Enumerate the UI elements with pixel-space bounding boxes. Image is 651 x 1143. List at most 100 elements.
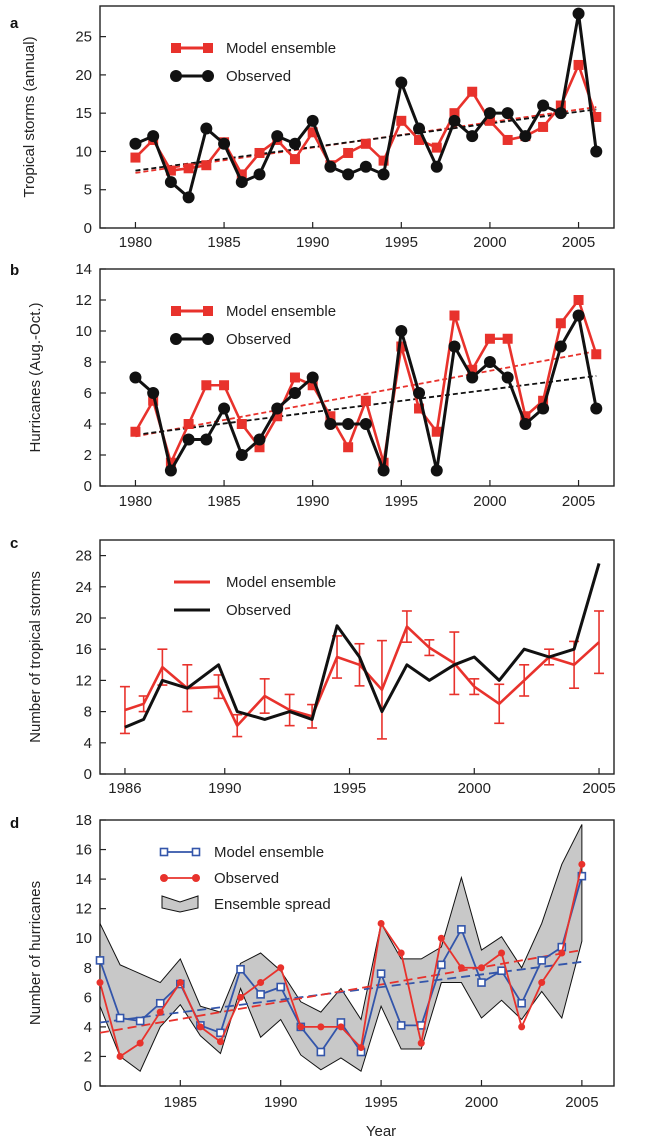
data-point-observed [554, 340, 567, 353]
data-point-model [165, 457, 176, 468]
data-point-model [502, 134, 513, 145]
data-point-model [165, 165, 176, 176]
data-point-observed [572, 309, 585, 322]
figure-xlabel: Year [366, 1123, 396, 1140]
legend-marker [171, 43, 181, 53]
data-point-observed [437, 934, 445, 942]
data-point-observed [306, 114, 319, 127]
data-point-model [517, 998, 526, 1008]
y-tick-label: 10 [75, 143, 92, 160]
data-point-observed [337, 1023, 345, 1031]
data-point-model [538, 395, 549, 406]
x-tick-label: 2000 [458, 780, 491, 797]
data-point-model [467, 86, 478, 97]
y-tick-label: 12 [75, 672, 92, 689]
data-point-model [183, 163, 194, 174]
data-point-model [538, 121, 549, 132]
y-tick-label: 20 [75, 610, 92, 627]
data-point-observed [377, 919, 385, 927]
data-point-observed [129, 137, 142, 150]
y-axis-label: Number of hurricanes [27, 881, 44, 1025]
data-point-observed [377, 464, 390, 477]
y-tick-label: 20 [75, 67, 92, 84]
y-tick-label: 16 [75, 641, 92, 658]
data-point-observed [483, 107, 496, 120]
x-tick-label: 1990 [264, 1094, 297, 1111]
data-point-model [236, 964, 245, 974]
y-tick-label: 0 [84, 1078, 92, 1095]
data-point-observed [342, 418, 355, 430]
data-point-observed [324, 418, 337, 430]
legend-label: Model ensemble [226, 574, 336, 591]
x-tick-label: 1985 [207, 493, 240, 510]
data-point-model [497, 966, 506, 976]
data-point-model [254, 442, 265, 453]
data-point-model [431, 426, 442, 437]
data-point-model [573, 295, 584, 305]
y-tick-label: 4 [84, 735, 92, 752]
data-point-observed [483, 356, 496, 368]
data-point-observed [164, 464, 177, 477]
x-tick-label: 2000 [465, 1094, 498, 1111]
data-point-model [591, 112, 602, 122]
data-point-observed [359, 160, 372, 173]
data-point-model [183, 419, 194, 429]
data-point-observed [430, 464, 443, 477]
data-point-observed [237, 993, 245, 1001]
data-point-observed [498, 949, 506, 957]
x-tick-label: 1980 [119, 234, 152, 251]
data-point-model [591, 349, 602, 360]
y-tick-label: 15 [75, 105, 92, 122]
x-tick-label: 1985 [207, 234, 240, 251]
data-point-observed [377, 168, 390, 181]
y-tick-label: 5 [84, 182, 92, 199]
data-point-model [307, 127, 318, 138]
y-tick-label: 6 [84, 989, 92, 1006]
x-tick-label: 2000 [473, 234, 506, 251]
data-point-observed [397, 949, 405, 957]
data-point-model [272, 411, 283, 422]
data-point-model [360, 138, 371, 149]
legend-label: Observed [226, 68, 291, 85]
data-point-model [477, 978, 486, 987]
y-axis-label: Hurricanes (Aug.-Oct.) [27, 302, 44, 452]
legend-label: Model ensemble [226, 40, 336, 57]
data-point-observed [306, 371, 319, 384]
x-tick-label: 2005 [565, 1094, 598, 1111]
data-point-model [155, 998, 165, 1008]
trend-line-model [135, 350, 597, 438]
legend-marker [170, 70, 182, 82]
panel-letter: c [10, 535, 18, 552]
data-point-model [201, 160, 212, 171]
legend-label: Model ensemble [226, 303, 336, 320]
data-point-model [396, 115, 407, 126]
data-point-observed [147, 387, 160, 399]
legend-marker [160, 874, 168, 882]
data-point-observed [359, 418, 372, 430]
data-point-model [537, 956, 547, 965]
data-point-model [343, 147, 354, 158]
data-point-observed [324, 160, 337, 173]
data-point-observed [518, 1023, 526, 1031]
data-point-observed [218, 402, 231, 415]
data-point-observed [413, 122, 426, 135]
x-tick-label: 2005 [582, 780, 615, 797]
data-point-observed [395, 325, 408, 337]
legend-swatch-spread [161, 895, 199, 913]
y-tick-label: 14 [75, 871, 92, 888]
data-point-observed [147, 130, 160, 143]
y-tick-label: 0 [84, 766, 92, 783]
y-tick-label: 8 [84, 960, 92, 977]
y-tick-label: 2 [84, 1048, 92, 1065]
data-point-model [573, 59, 584, 70]
data-point-observed [537, 99, 550, 112]
data-point-model [316, 1047, 326, 1057]
data-point-observed [357, 1044, 365, 1052]
data-point-observed [342, 168, 355, 181]
y-tick-label: 4 [84, 416, 92, 433]
y-tick-label: 28 [75, 548, 92, 565]
data-point-model [457, 925, 466, 934]
plot-frame [99, 539, 615, 775]
data-point-model [276, 982, 286, 992]
data-point-observed [200, 433, 213, 446]
